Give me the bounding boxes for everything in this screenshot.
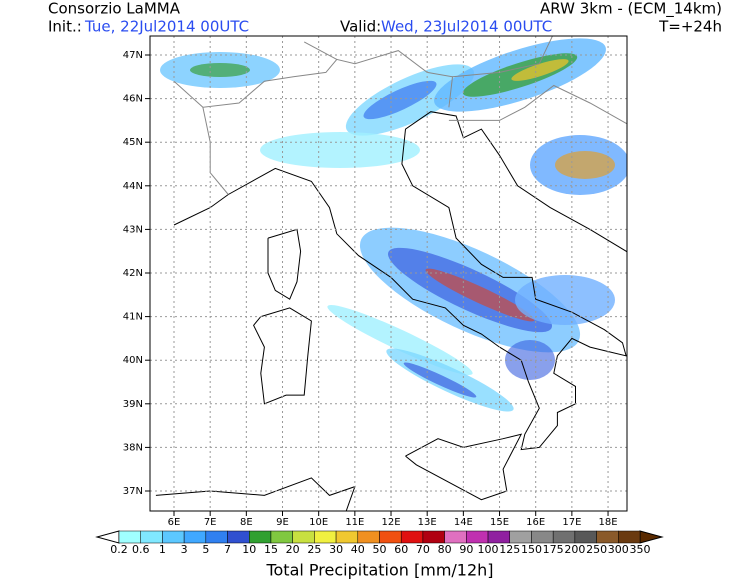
lon-label: 15E: [490, 517, 509, 528]
colorbar-tick-label: 7: [224, 543, 231, 556]
colorbar-tick-label: 0.2: [110, 543, 128, 556]
colorbar-swatch: [574, 530, 597, 544]
lead-time: T=+24h: [658, 18, 722, 36]
precipitation-field: [160, 38, 627, 412]
lon-label: 8E: [240, 517, 253, 528]
colorbar-swatch: [335, 530, 359, 544]
title: Consorzio LaMMA: [48, 0, 181, 18]
coastline: [405, 433, 523, 501]
colorbar-label: Total Precipitation [mm/12h]: [265, 561, 493, 580]
init-value: Tue, 22Jul2014 00UTC: [84, 18, 249, 36]
lat-label: 44N: [123, 181, 143, 192]
colorbar-tick-label: 30: [329, 543, 343, 556]
colorbar-swatch: [249, 530, 272, 544]
colorbar-swatch: [140, 530, 163, 544]
colorbar-tick-label: 20: [286, 543, 300, 556]
colorbar-tick-label: 150: [521, 543, 542, 556]
valid-label: Valid:: [340, 18, 381, 36]
colorbar-tick-label: 50: [373, 543, 387, 556]
lon-label: 6E: [168, 517, 181, 528]
colorbar-swatch: [357, 530, 380, 544]
lon-label: 13E: [418, 517, 437, 528]
model: ARW 3km - (ECM_14km): [540, 0, 722, 19]
colorbar-swatch: [118, 530, 141, 544]
colorbar-tick-label: 25: [307, 543, 321, 556]
colorbar-tick-label: 350: [630, 543, 651, 556]
colorbar-swatch: [422, 530, 445, 544]
colorbar-tick-label: 80: [438, 543, 452, 556]
colorbar-tick-label: 175: [543, 543, 564, 556]
colorbar-swatch: [292, 530, 315, 544]
colorbar-swatch: [618, 530, 641, 544]
colorbar-swatch: [205, 530, 228, 544]
lat-label: 40N: [123, 355, 143, 366]
colorbar-tick-label: 0.6: [132, 543, 150, 556]
lat-label: 37N: [123, 486, 143, 497]
colorbar-under: [95, 530, 120, 544]
colorbar-swatch: [444, 530, 467, 544]
valid-value: Wed, 23Jul2014 00UTC: [381, 18, 552, 36]
lat-label: 47N: [123, 50, 143, 61]
colorbar: 0.2 0.6 1 3 5 7 10 15 20 25 30 40 50 60 70 80 90 100 125 15…: [95, 530, 664, 556]
lat-label: 46N: [123, 94, 143, 105]
colorbar-tick-label: 200: [564, 543, 585, 556]
colorbar-swatch: [183, 530, 207, 544]
coastline: [173, 111, 627, 451]
lon-label: 10E: [309, 517, 328, 528]
colorbar-tick-label: 100: [478, 543, 499, 556]
colorbar-swatch: [487, 530, 510, 544]
colorbar-tick-label: 1: [159, 543, 166, 556]
colorbar-tick-label: 60: [394, 543, 408, 556]
colorbar-tick-label: 300: [608, 543, 629, 556]
colorbar-tick-label: 70: [416, 543, 430, 556]
colorbar-swatch: [270, 530, 293, 544]
colorbar-tick-label: 90: [459, 543, 473, 556]
colorbar-over: [639, 530, 664, 544]
border: [452, 36, 554, 78]
lon-label: 12E: [381, 517, 400, 528]
lon-label: 16E: [526, 517, 545, 528]
colorbar-swatch: [162, 530, 185, 544]
lat-label: 42N: [123, 268, 143, 279]
colorbar-swatch: [227, 530, 250, 544]
lat-label: 41N: [123, 312, 143, 323]
colorbar-tick-label: 15: [264, 543, 278, 556]
border: [448, 84, 627, 125]
coastline: [267, 228, 302, 300]
lon-label: 7E: [204, 517, 217, 528]
colorbar-tick-label: 3: [181, 543, 188, 556]
lon-label: 11E: [345, 517, 364, 528]
lon-label: 18E: [599, 517, 618, 528]
colorbar-swatch: [552, 530, 576, 544]
lat-label: 43N: [123, 224, 143, 235]
colorbar-swatch: [379, 530, 402, 544]
colorbar-swatch: [596, 530, 619, 544]
init-label: Init.:: [48, 18, 82, 36]
colorbar-tick-label: 5: [202, 543, 209, 556]
lat-label: 38N: [123, 442, 143, 453]
border: [173, 80, 204, 108]
colorbar-tick-label: 250: [586, 543, 607, 556]
lon-label: 9E: [276, 517, 289, 528]
colorbar-swatch: [466, 530, 489, 544]
coastline: [253, 307, 312, 405]
colorbar-tick-label: 125: [499, 543, 520, 556]
colorbar-swatch: [314, 530, 337, 544]
lon-label: 17E: [562, 517, 581, 528]
lat-label: 45N: [123, 137, 143, 148]
colorbar-tick-label: 10: [242, 543, 256, 556]
colorbar-swatch: [400, 530, 424, 544]
lon-label: 14E: [454, 517, 473, 528]
border: [202, 50, 454, 195]
colorbar-swatch: [509, 530, 532, 544]
map-frame: [149, 35, 628, 512]
graticule: 6E 7E 8E 9E 10E 11E 12E 13E 14E 15E 16E 17E 18E 47N 46…: [123, 36, 627, 528]
colorbar-tick-label: 40: [351, 543, 365, 556]
lat-label: 39N: [123, 399, 143, 410]
colorbar-swatch: [531, 530, 554, 544]
border: [303, 41, 338, 60]
